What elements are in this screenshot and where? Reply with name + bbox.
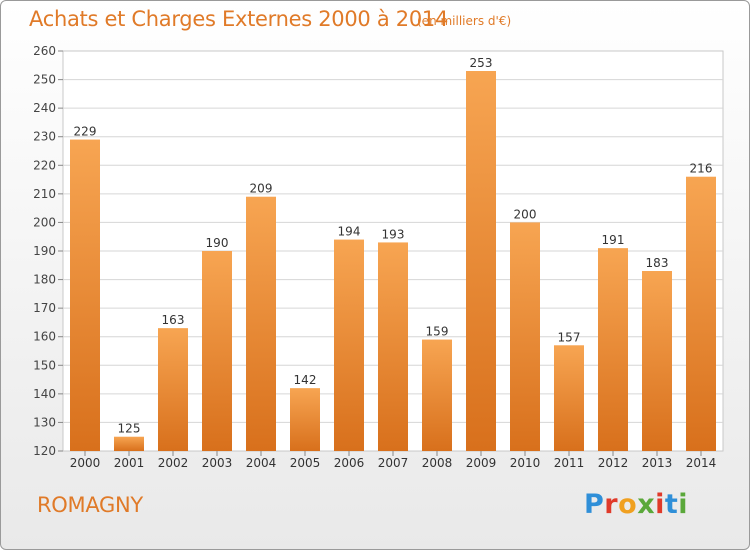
data-label: 191	[602, 233, 625, 247]
y-tick-label: 170	[33, 301, 56, 315]
data-label: 194	[338, 225, 361, 239]
chart-unit: (en milliers d'€)	[417, 14, 512, 28]
bar	[686, 176, 716, 451]
y-tick-label: 180	[33, 273, 56, 287]
logo-letter: o	[618, 489, 638, 520]
y-tick-label: 200	[33, 215, 56, 229]
bar	[642, 271, 672, 451]
bar	[290, 388, 320, 451]
y-tick-label: 230	[33, 130, 56, 144]
bar	[70, 139, 100, 452]
bar	[158, 328, 188, 451]
data-label: 209	[250, 182, 273, 196]
data-label: 183	[646, 256, 669, 270]
logo-letter: i	[655, 489, 665, 520]
bar	[554, 345, 584, 451]
logo-letter: t	[664, 489, 679, 520]
data-label: 193	[382, 227, 405, 241]
x-tick-label: 2007	[378, 456, 409, 470]
x-tick-label: 2000	[70, 456, 101, 470]
data-label: 163	[162, 313, 185, 327]
proxiti-logo[interactable]: Proxiti	[584, 489, 688, 520]
x-tick-label: 2009	[466, 456, 497, 470]
bar	[466, 71, 496, 451]
x-tick-label: 2010	[510, 456, 541, 470]
bar	[378, 242, 408, 451]
data-label: 229	[74, 125, 97, 139]
y-tick-label: 210	[33, 187, 56, 201]
data-label: 157	[558, 330, 581, 344]
y-axis: 120 130 140 150 160 170 180 190 200 210 220 230 240 2…	[33, 44, 63, 458]
data-label: 253	[470, 56, 493, 70]
bar	[334, 239, 364, 451]
x-tick-label: 2001	[114, 456, 145, 470]
x-tick-label: 2013	[642, 456, 673, 470]
y-tick-label: 220	[33, 158, 56, 172]
y-tick-label: 150	[33, 358, 56, 372]
y-tick-label: 260	[33, 44, 56, 58]
y-tick-label: 130	[33, 415, 56, 429]
x-tick-label: 2014	[686, 456, 717, 470]
x-tick-label: 2006	[334, 456, 365, 470]
logo-letter: P	[584, 489, 605, 520]
bar	[510, 222, 540, 451]
data-labels: 229 125 163 190 209 142 194 193 159 253 200 157 191 1…	[74, 56, 713, 436]
x-axis: 2000 2001 2002 2003 2004 2005 2006 2007 2008 2009…	[70, 451, 717, 470]
x-tick-label: 2012	[598, 456, 629, 470]
data-label: 216	[690, 162, 713, 176]
x-tick-label: 2003	[202, 456, 233, 470]
data-label: 190	[206, 236, 229, 250]
bar	[202, 251, 232, 451]
x-tick-label: 2011	[554, 456, 585, 470]
bar	[422, 339, 452, 451]
x-tick-label: 2004	[246, 456, 277, 470]
x-tick-label: 2008	[422, 456, 453, 470]
x-tick-label: 2005	[290, 456, 321, 470]
bars	[70, 71, 716, 452]
data-label: 200	[514, 207, 537, 221]
chart-title: Achats et Charges Externes 2000 à 2014	[29, 7, 449, 31]
bar	[246, 196, 276, 451]
logo-letter: x	[637, 489, 656, 520]
x-tick-label: 2002	[158, 456, 189, 470]
y-tick-label: 190	[33, 244, 56, 258]
y-tick-label: 250	[33, 73, 56, 87]
logo-letter: r	[604, 489, 619, 520]
data-label: 159	[426, 325, 449, 339]
y-tick-label: 240	[33, 101, 56, 115]
data-label: 142	[294, 373, 317, 387]
data-label: 125	[118, 422, 141, 436]
logo-letter: i	[678, 489, 689, 520]
bar	[598, 248, 628, 451]
y-tick-label: 160	[33, 330, 56, 344]
y-tick-label: 140	[33, 387, 56, 401]
commune-name: ROMAGNY	[37, 493, 143, 517]
bar	[114, 436, 144, 451]
y-tick-label: 120	[33, 444, 56, 458]
